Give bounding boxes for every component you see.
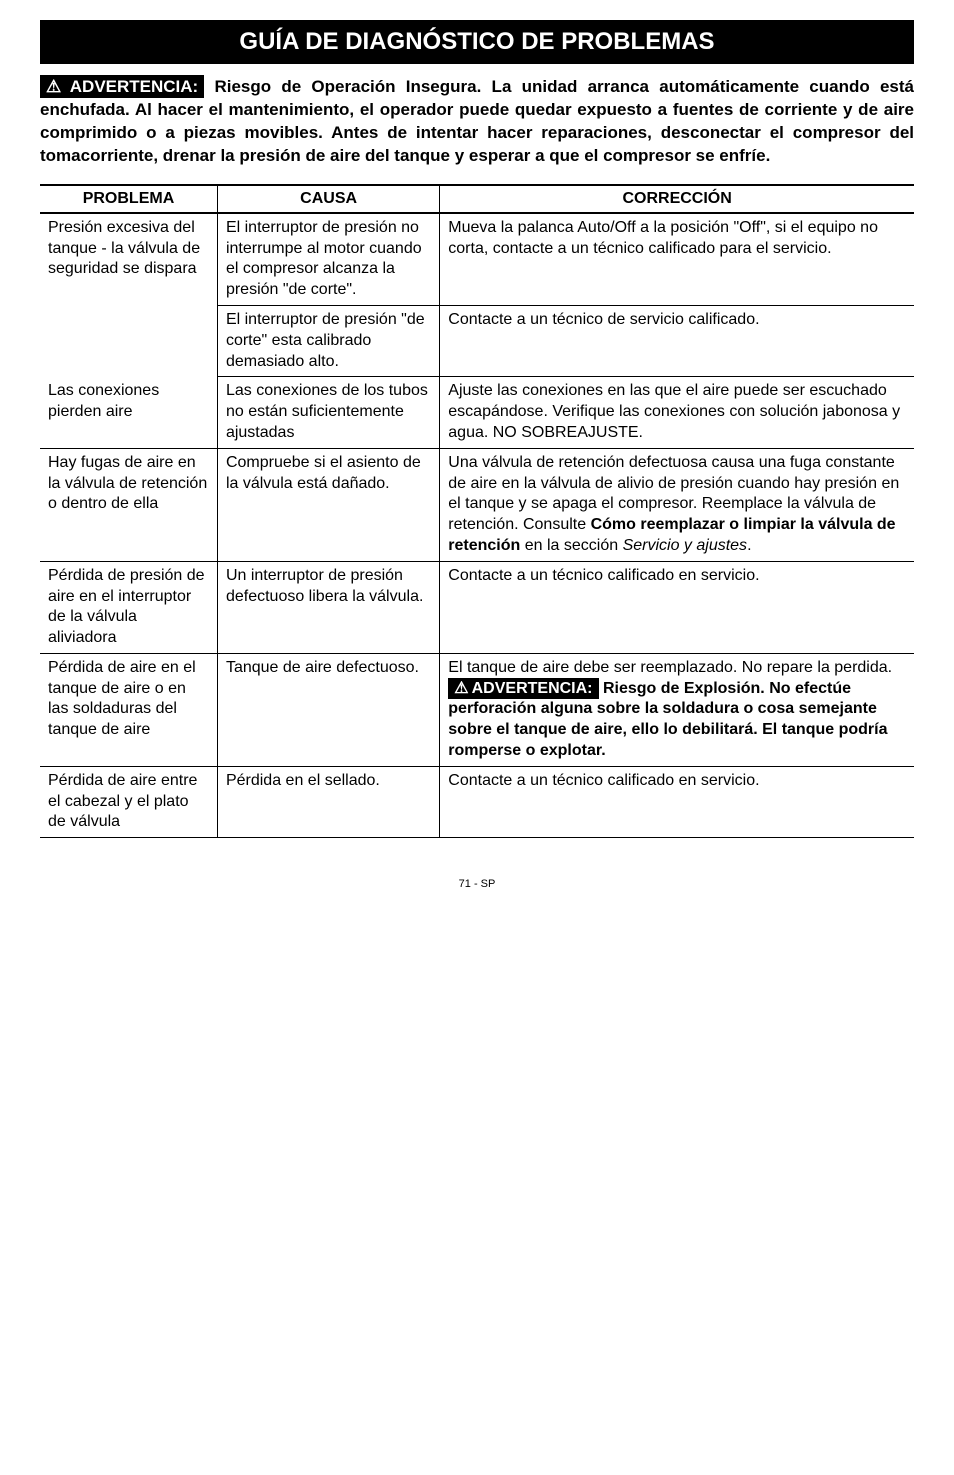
col-header-problem: PROBLEMA bbox=[40, 185, 217, 213]
cell-fix: Mueva la palanca Auto/Off a la posición … bbox=[440, 213, 914, 306]
cell-problem: Pérdida de aire en el tanque de aire o e… bbox=[40, 653, 217, 766]
table-row: Hay fugas de aire en la válvula de reten… bbox=[40, 448, 914, 561]
col-header-cause: CAUSA bbox=[217, 185, 439, 213]
cell-fix: Una válvula de retención defectuosa caus… bbox=[440, 448, 914, 561]
col-header-fix: CORRECCIÓN bbox=[440, 185, 914, 213]
table-row: Pérdida de presión de aire en el interru… bbox=[40, 561, 914, 653]
fix-text: El tanque de aire debe ser reemplazado. … bbox=[448, 659, 892, 676]
fix-text: en la sección bbox=[520, 537, 622, 554]
cell-fix: Contacte a un técnico calificado en serv… bbox=[440, 561, 914, 653]
cell-problem: Las conexiones pierden aire bbox=[40, 377, 217, 448]
cell-cause: El interruptor de presión "de corte" est… bbox=[217, 305, 439, 376]
cell-fix: Ajuste las conexiones en las que el aire… bbox=[440, 377, 914, 448]
warning-badge: ADVERTENCIA: bbox=[448, 678, 598, 699]
cell-problem: Pérdida de presión de aire en el interru… bbox=[40, 561, 217, 653]
table-header-row: PROBLEMA CAUSA CORRECCIÓN bbox=[40, 185, 914, 213]
cell-fix: El tanque de aire debe ser reemplazado. … bbox=[440, 653, 914, 766]
cell-cause: Compruebe si el asiento de la válvula es… bbox=[217, 448, 439, 561]
page-title: GUÍA DE DIAGNÓSTICO DE PROBLEMAS bbox=[40, 20, 914, 64]
cell-cause: Las conexiones de los tubos no están suf… bbox=[217, 377, 439, 448]
cell-problem: Presión excesiva del tanque - la válvula… bbox=[40, 213, 217, 377]
fix-text: . bbox=[747, 537, 751, 554]
troubleshooting-table: PROBLEMA CAUSA CORRECCIÓN Presión excesi… bbox=[40, 184, 914, 839]
cell-cause: Tanque de aire defectuoso. bbox=[217, 653, 439, 766]
cell-problem: Pérdida de aire entre el cabezal y el pl… bbox=[40, 766, 217, 837]
cell-cause: Un interruptor de presión defectuoso lib… bbox=[217, 561, 439, 653]
warning-badge: ADVERTENCIA: bbox=[40, 75, 204, 98]
page-number: 71 - SP bbox=[40, 878, 914, 890]
table-row: Las conexiones pierden aire Las conexion… bbox=[40, 377, 914, 448]
table-row: Pérdida de aire en el tanque de aire o e… bbox=[40, 653, 914, 766]
fix-italic: Servicio y ajustes bbox=[623, 537, 748, 554]
cell-cause: El interruptor de presión no interrumpe … bbox=[217, 213, 439, 306]
cell-cause: Pérdida en el sellado. bbox=[217, 766, 439, 837]
cell-fix: Contacte a un técnico de servicio califi… bbox=[440, 305, 914, 376]
cell-problem: Hay fugas de aire en la válvula de reten… bbox=[40, 448, 217, 561]
cell-fix: Contacte a un técnico calificado en serv… bbox=[440, 766, 914, 837]
intro-paragraph: ADVERTENCIA: Riesgo de Operación Insegur… bbox=[40, 76, 914, 168]
table-row: Pérdida de aire entre el cabezal y el pl… bbox=[40, 766, 914, 837]
table-row: Presión excesiva del tanque - la válvula… bbox=[40, 213, 914, 306]
